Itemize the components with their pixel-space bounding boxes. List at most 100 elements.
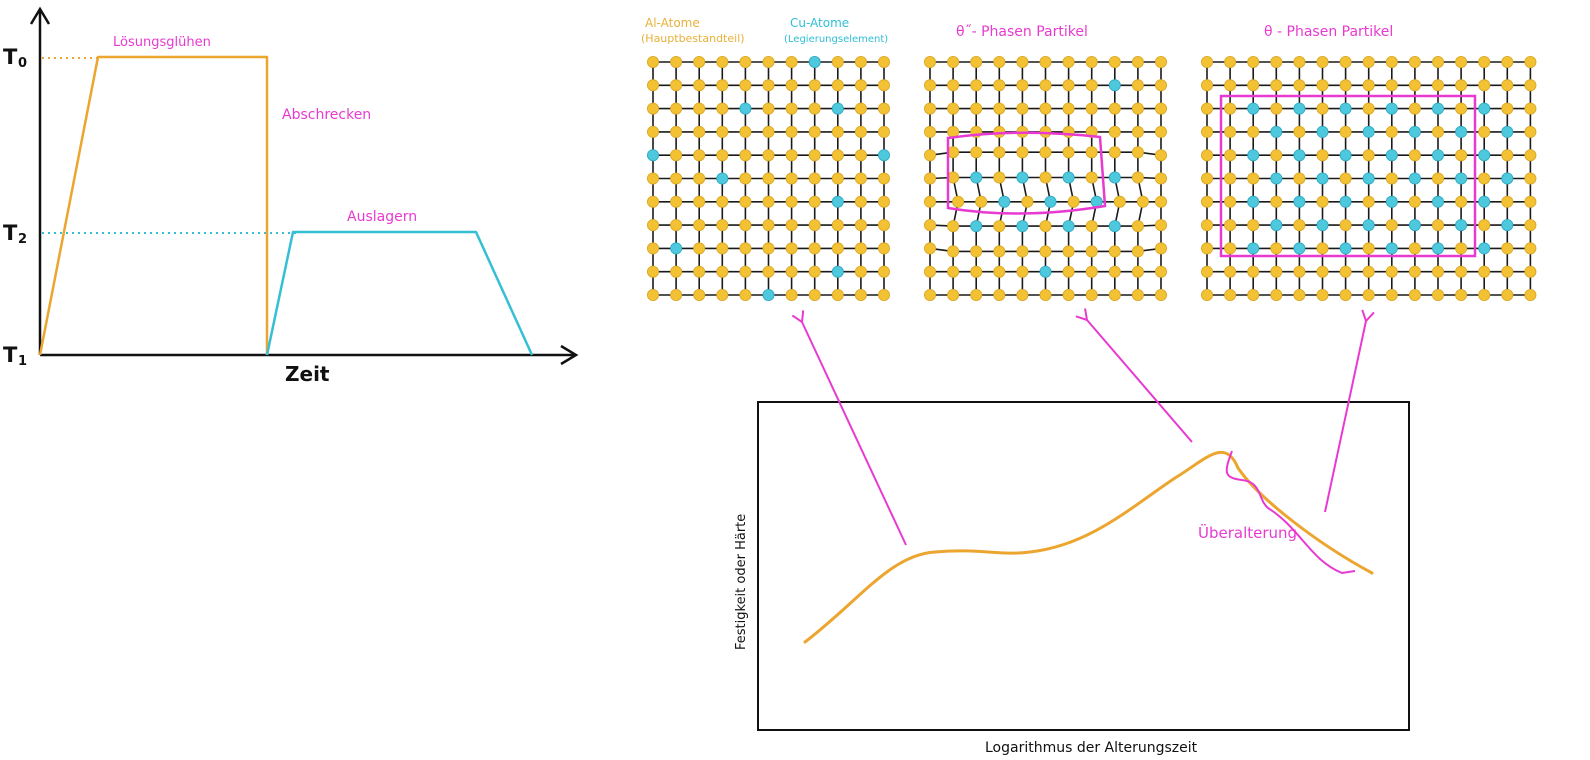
al-atom <box>1524 56 1537 69</box>
al-atom <box>1062 56 1075 69</box>
al-atom <box>716 79 729 92</box>
al-atom <box>1385 288 1398 301</box>
al-atom <box>1362 56 1375 69</box>
al-atom <box>1016 265 1029 278</box>
al-atom <box>1016 79 1029 92</box>
al-atom <box>1432 125 1445 138</box>
stage-label-quenching: Abschrecken <box>282 107 371 123</box>
al-atom <box>716 265 729 278</box>
al-atom <box>878 56 891 69</box>
al-atom <box>924 56 937 69</box>
x-axis-arrow-icon <box>560 344 579 366</box>
al-atom <box>831 56 844 69</box>
overaging-label: Überalterung <box>1198 523 1297 542</box>
al-atom <box>785 265 798 278</box>
al-atom <box>1016 288 1029 301</box>
lattice-theta <box>1201 56 1537 301</box>
al-atom <box>1362 102 1375 115</box>
al-atom <box>854 125 867 138</box>
al-atom <box>1131 56 1144 69</box>
cu-atom <box>1408 125 1421 138</box>
cu-atom <box>716 172 729 185</box>
al-atom <box>1432 79 1445 92</box>
al-atom <box>878 125 891 138</box>
svg-text:0: 0 <box>18 56 27 71</box>
al-atom <box>1085 288 1098 301</box>
al-atom <box>993 79 1006 92</box>
cu-atom <box>1362 219 1375 232</box>
al-atom <box>1293 265 1306 278</box>
al-atom <box>1155 56 1168 69</box>
al-atom <box>831 172 844 185</box>
al-atom <box>1524 79 1537 92</box>
al-atom <box>1501 149 1514 162</box>
al-atom <box>1155 172 1168 185</box>
al-atom <box>762 219 775 232</box>
cu-atom <box>1016 171 1029 184</box>
cu-atom <box>1293 242 1306 255</box>
aging-path <box>265 230 534 356</box>
cu-atom <box>831 195 844 208</box>
al-atom <box>1155 265 1168 278</box>
al-atom <box>693 56 706 69</box>
al-atom <box>1039 146 1052 159</box>
al-atom <box>739 195 752 208</box>
al-atom <box>854 242 867 255</box>
al-atom <box>693 102 706 115</box>
al-atom <box>693 125 706 138</box>
al-atom <box>1478 79 1491 92</box>
al-atom <box>1224 195 1237 208</box>
al-atom <box>975 195 988 208</box>
al-atom <box>1524 172 1537 185</box>
al-atom <box>1501 265 1514 278</box>
cu-atom <box>1247 195 1260 208</box>
al-atom <box>924 172 937 185</box>
al-atom <box>1224 79 1237 92</box>
al-atom <box>1316 149 1329 162</box>
al-atom <box>1501 242 1514 255</box>
al-atom <box>1155 288 1168 301</box>
al-atom <box>1524 125 1537 138</box>
al-atom <box>1501 79 1514 92</box>
cu-atom <box>1270 219 1283 232</box>
al-atom <box>1039 171 1052 184</box>
al-atom <box>670 79 683 92</box>
al-atom <box>1155 219 1168 232</box>
al-atom <box>1039 102 1052 115</box>
al-atom <box>739 125 752 138</box>
al-atom <box>1062 146 1075 159</box>
al-atom <box>1316 288 1329 301</box>
al-atom <box>1224 219 1237 232</box>
al-atom <box>947 79 960 92</box>
al-atom <box>1155 195 1168 208</box>
theta-particle-outline <box>1219 94 1477 258</box>
al-atom <box>1062 245 1075 258</box>
al-atom <box>1085 79 1098 92</box>
cu-atom <box>1385 102 1398 115</box>
cu-atom <box>1455 219 1468 232</box>
y-axis-arrow-icon <box>29 6 51 25</box>
al-atom <box>1201 288 1214 301</box>
cu-atom <box>1408 219 1421 232</box>
al-atom <box>1339 219 1352 232</box>
al-atom <box>1270 102 1283 115</box>
al-atom <box>1131 288 1144 301</box>
cu-atom <box>670 242 683 255</box>
al-atom <box>1155 79 1168 92</box>
lattice-solid-solution <box>647 56 891 301</box>
legend-cu-note: (Legierungselement) <box>784 34 888 45</box>
al-atom <box>1201 125 1214 138</box>
al-atom <box>993 56 1006 69</box>
al-atom <box>1131 146 1144 159</box>
al-atom <box>1408 79 1421 92</box>
svg-text:T: T <box>3 343 18 367</box>
al-atom <box>1085 146 1098 159</box>
al-atom <box>762 102 775 115</box>
cu-atom <box>1108 220 1121 233</box>
al-atom <box>878 172 891 185</box>
al-atom <box>1108 102 1121 115</box>
svg-text:1: 1 <box>18 354 27 369</box>
al-atom <box>1385 79 1398 92</box>
al-atom <box>647 172 660 185</box>
cu-atom <box>831 265 844 278</box>
